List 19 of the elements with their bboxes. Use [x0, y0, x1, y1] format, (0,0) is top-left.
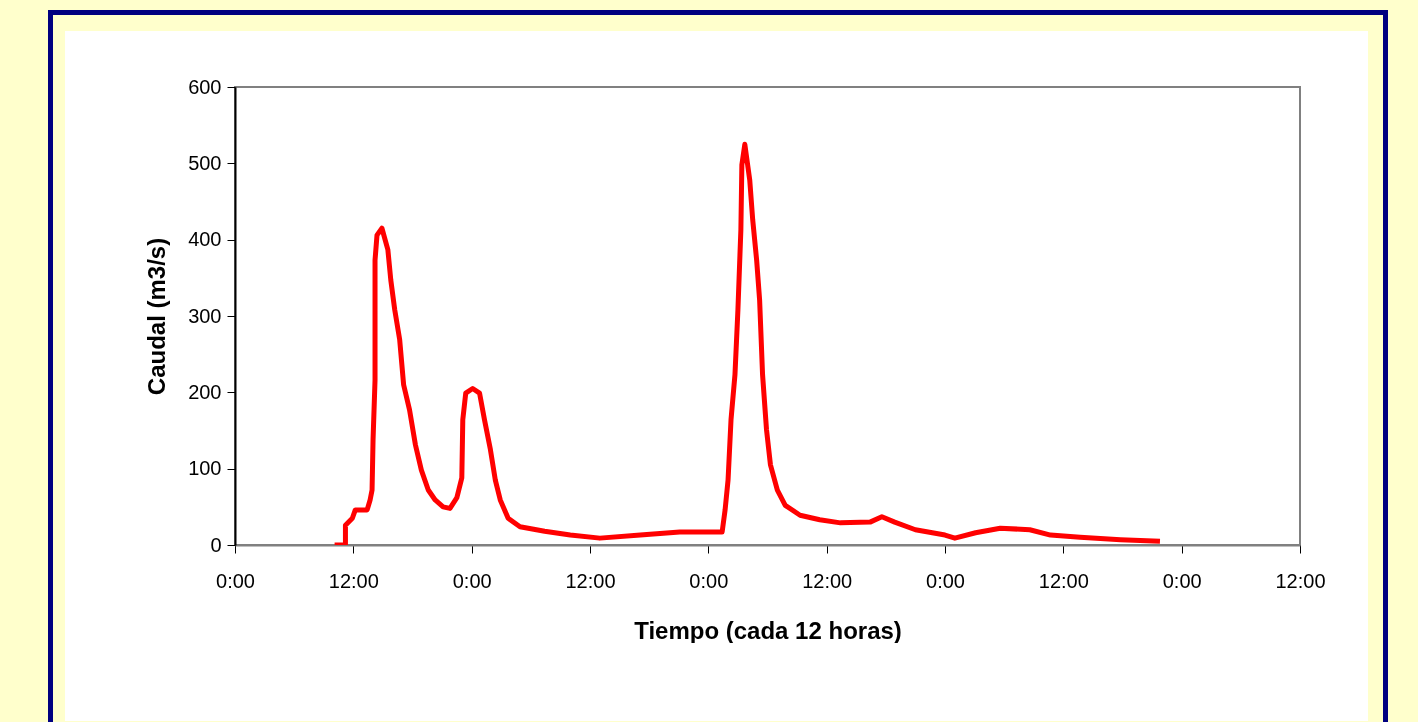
y-tick-label: 200	[188, 380, 222, 403]
x-tick-label: 12:00	[328, 569, 379, 592]
x-axis-title: Tiempo (cada 12 horas)	[634, 616, 902, 644]
x-tick-label: 0:00	[689, 569, 729, 592]
y-tick-label: 0	[210, 533, 222, 556]
x-tick-label: 12:00	[1275, 569, 1326, 592]
x-tick-label: 12:00	[802, 569, 853, 592]
x-tick-label: 12:00	[565, 569, 616, 592]
x-tick-label: 12:00	[1038, 569, 1089, 592]
x-tick-label: 0:00	[452, 569, 492, 592]
y-axis-title: Caudal (m3/s)	[143, 237, 171, 396]
y-tick-label: 300	[188, 304, 222, 327]
x-tick-label: 0:00	[926, 569, 965, 592]
x-tick-label: 0:00	[1162, 569, 1202, 592]
y-tick-label: 500	[188, 151, 222, 174]
y-tick-label: 600	[188, 75, 222, 98]
y-tick-label: 100	[188, 457, 222, 480]
x-tick-label: 0:00	[216, 569, 255, 592]
y-tick-label: 400	[188, 228, 222, 251]
